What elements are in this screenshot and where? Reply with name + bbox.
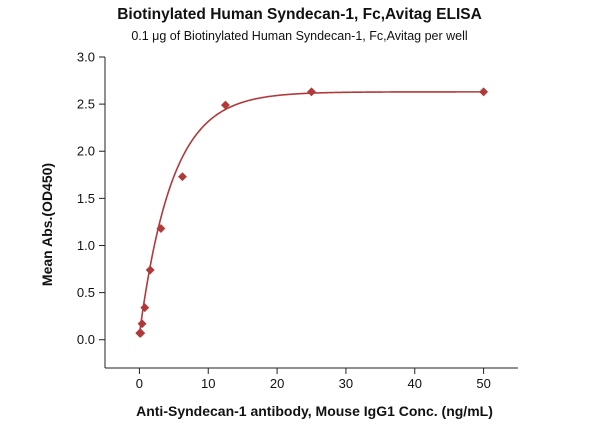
x-tick: 10	[201, 368, 215, 391]
y-ticks: 0.0 0.5 1.0 1.5 2.0 2.5 3.0	[77, 50, 105, 347]
x-tick-label: 0	[136, 376, 143, 391]
y-axis-label: Mean Abs.(OD450)	[39, 163, 55, 286]
chart-subtitle: 0.1 μg of Biotinylated Human Syndecan-1,…	[131, 29, 468, 43]
x-axis-label: Anti-Syndecan-1 antibody, Mouse IgG1 Con…	[136, 403, 493, 419]
chart-title: Biotinylated Human Syndecan-1, Fc,Avitag…	[117, 6, 482, 23]
data-point	[145, 265, 155, 275]
fit-curve	[138, 91, 484, 335]
data-point	[479, 87, 489, 97]
y-tick-label: 1.5	[77, 191, 95, 206]
x-tick-label: 40	[408, 376, 422, 391]
data-point	[220, 100, 231, 110]
y-tick-label: 2.0	[77, 144, 95, 159]
y-tick-label: 0.0	[77, 332, 95, 347]
x-tick-label: 30	[339, 376, 353, 391]
data-point	[137, 319, 147, 329]
data-point	[136, 328, 146, 338]
y-tick: 0.5	[77, 285, 105, 300]
data-points	[135, 87, 489, 338]
x-tick: 50	[476, 368, 491, 391]
y-tick-label: 3.0	[77, 50, 95, 65]
y-tick: 1.5	[77, 191, 105, 206]
axes	[104, 57, 518, 369]
x-tick: 40	[408, 368, 422, 391]
x-ticks: 0 10 20 30 40 50	[136, 368, 491, 391]
x-tick-label: 20	[270, 376, 284, 391]
y-tick: 2.5	[77, 97, 105, 112]
x-tick-label: 10	[201, 376, 215, 391]
x-tick-label: 50	[476, 376, 490, 391]
x-tick: 0	[136, 368, 143, 391]
y-tick-label: 1.0	[77, 238, 95, 253]
y-tick-label: 0.5	[77, 285, 95, 300]
y-tick: 2.0	[77, 144, 105, 159]
x-tick: 20	[270, 368, 284, 391]
y-tick-label: 2.5	[77, 97, 95, 112]
x-tick: 30	[339, 368, 353, 391]
y-tick: 0.0	[77, 332, 105, 347]
data-point	[156, 223, 166, 234]
data-point	[140, 303, 150, 313]
data-point	[306, 87, 317, 97]
data-point	[177, 172, 187, 182]
y-tick: 3.0	[77, 50, 105, 65]
y-tick: 1.0	[77, 238, 105, 253]
